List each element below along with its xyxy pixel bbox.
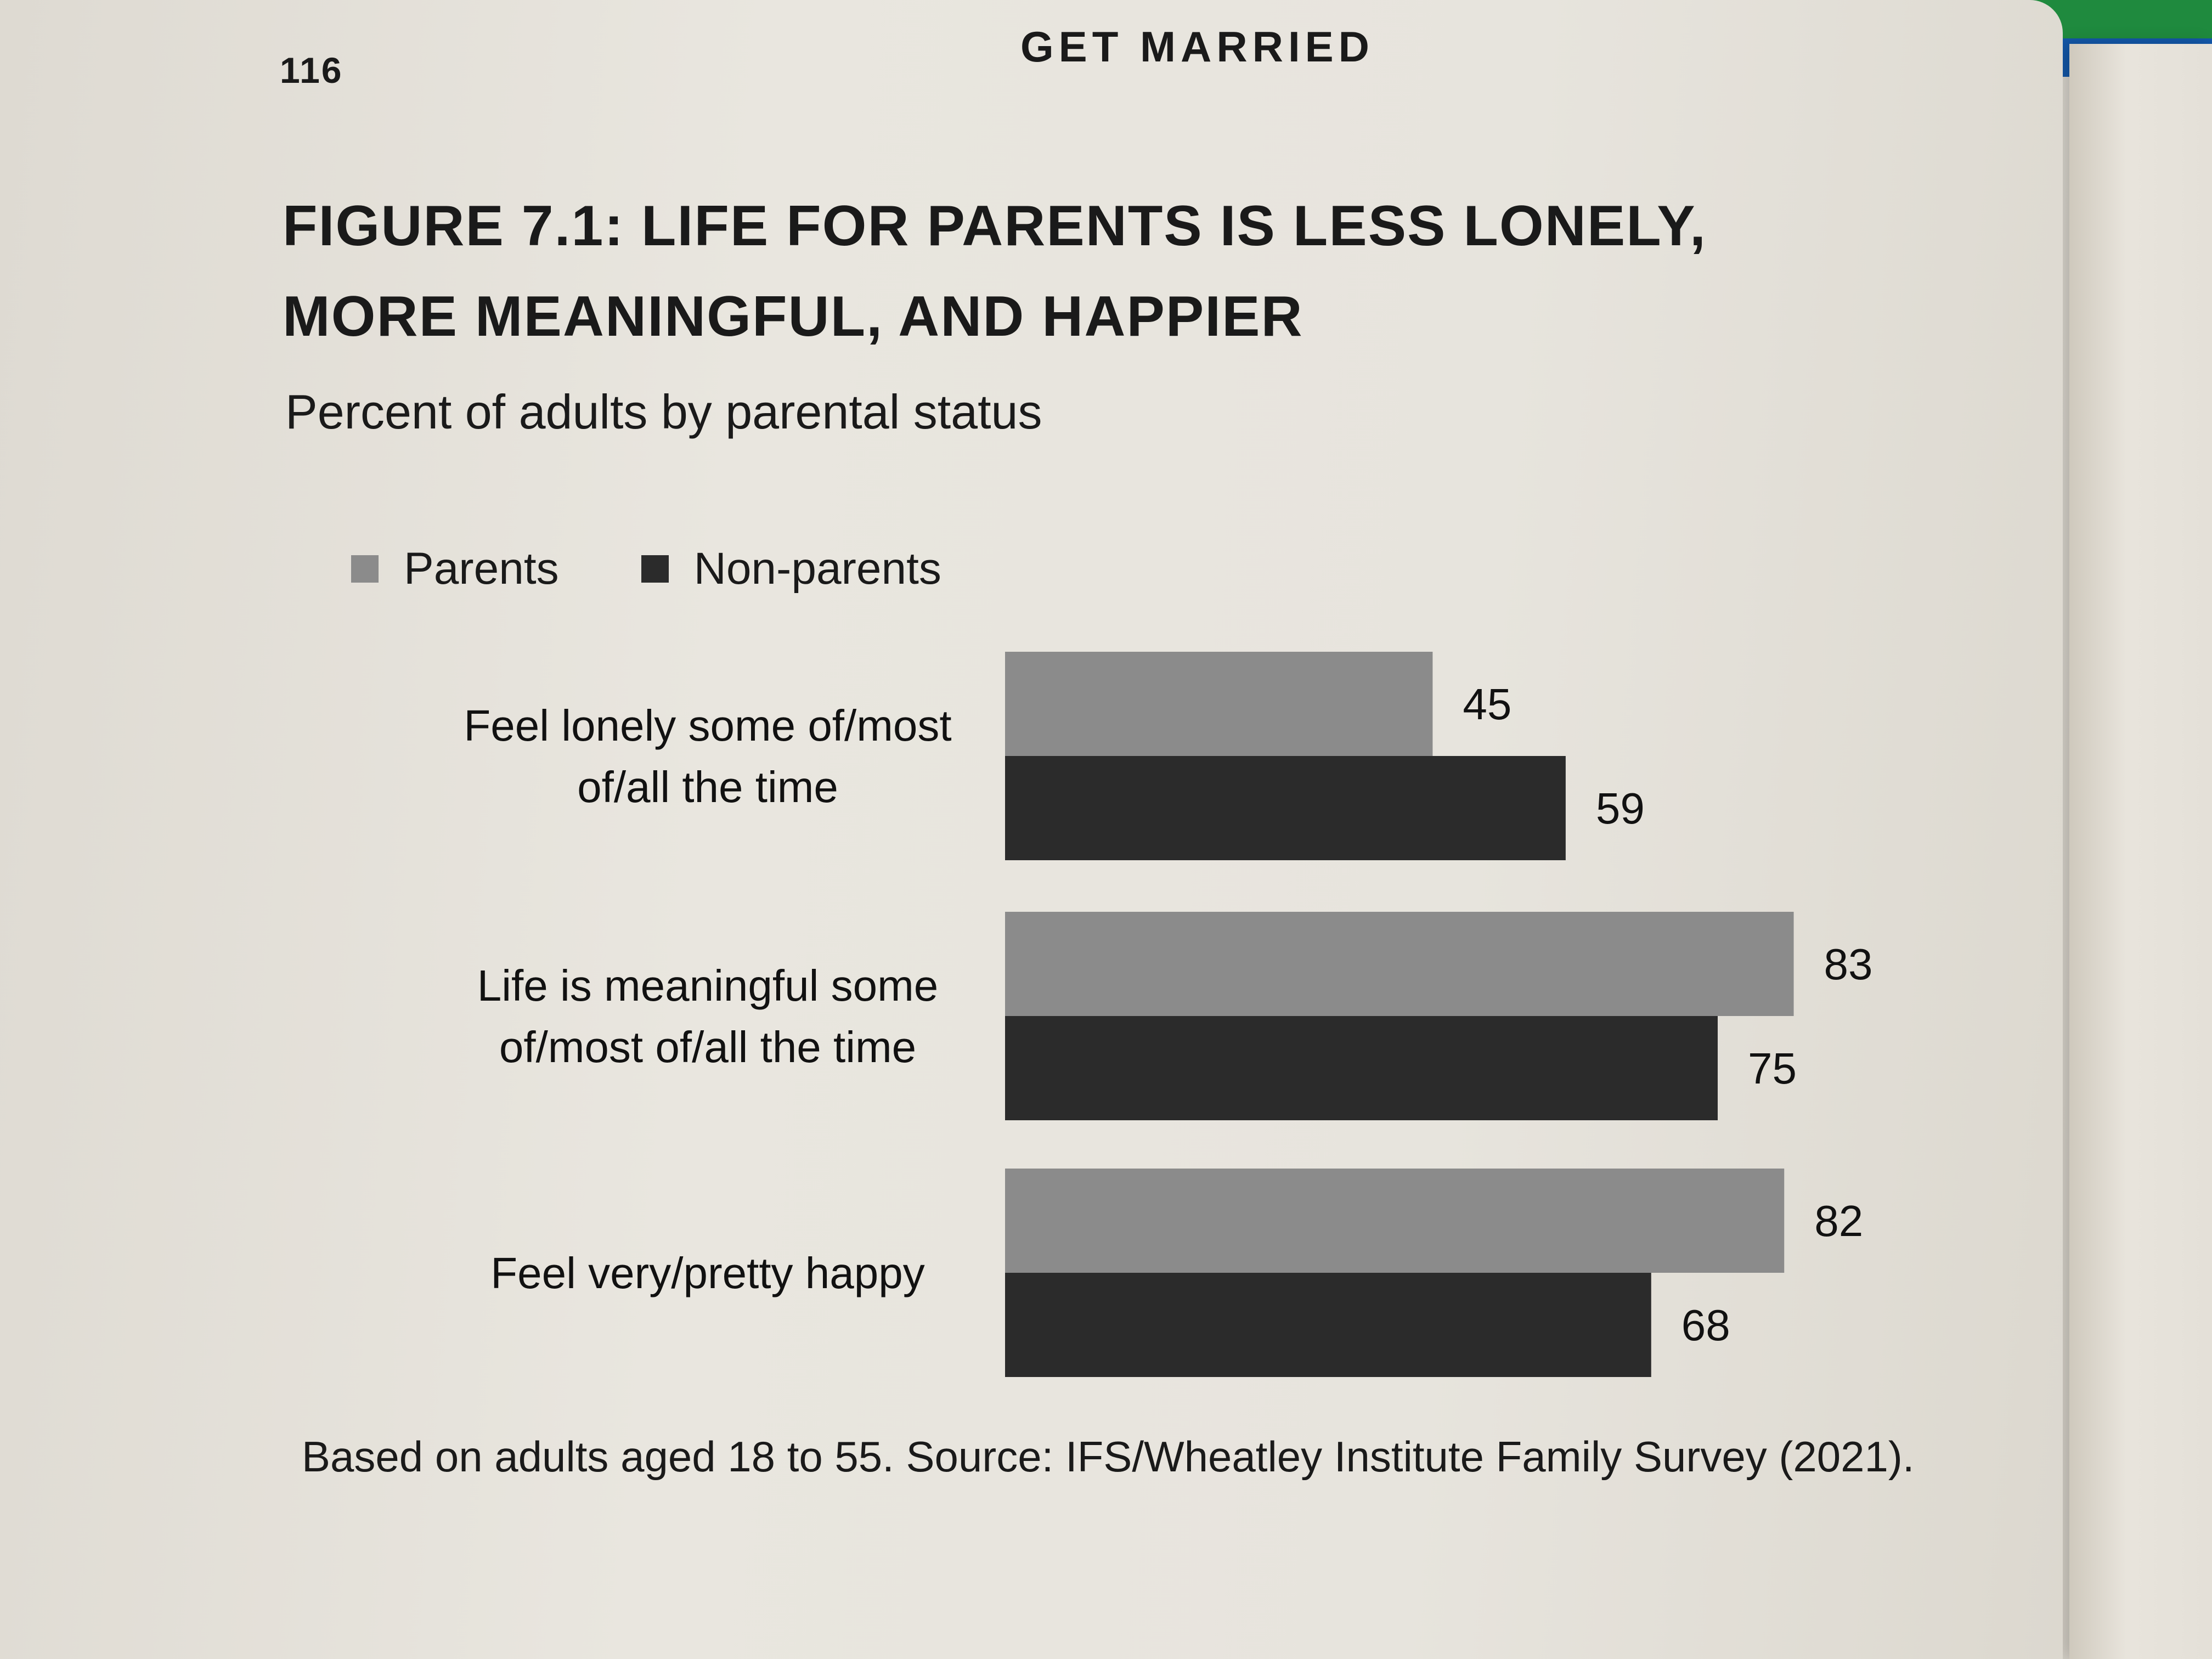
category-label-line: of/all the time	[577, 763, 838, 811]
figure-title: FIGURE 7.1: LIFE FOR PARENTS IS LESS LON…	[283, 181, 1709, 362]
bar-parents-3	[1005, 1169, 1785, 1273]
legend-item-non-parents: Non-parents	[641, 543, 941, 595]
running-head: GET MARRIED	[1020, 22, 1374, 71]
category-label-1: Feel lonely some of/most of/all the time	[464, 701, 951, 811]
value-label-non-parents-2: 75	[1748, 1044, 1797, 1093]
bar-non-parents-2	[1005, 1016, 1718, 1120]
legend-swatch-non-parents	[641, 555, 669, 583]
legend-label-non-parents: Non-parents	[693, 544, 941, 594]
value-label-non-parents-1: 59	[1596, 784, 1645, 833]
legend-label-parents: Parents	[404, 544, 559, 594]
category-label-line: of/most of/all the time	[499, 1023, 916, 1071]
bar-parents-2	[1005, 912, 1794, 1016]
value-label-parents-3: 82	[1814, 1197, 1863, 1245]
legend-swatch-parents	[351, 555, 379, 583]
value-label-parents-2: 83	[1824, 940, 1873, 989]
source-note: Based on adults aged 18 to 55. Source: I…	[302, 1432, 1915, 1481]
category-label-line: Life is meaningful some	[477, 961, 938, 1010]
legend-item-parents: Parents	[351, 543, 559, 595]
page-number: 116	[280, 50, 343, 91]
book-page: ​ 116 GET MARRIED FIGURE 7.1: LIFE FOR P…	[0, 0, 2063, 1659]
adjacent-page-edge	[2069, 44, 2212, 1659]
bar-non-parents-1	[1005, 756, 1566, 860]
figure-title-line-2: MORE MEANINGFUL, AND HAPPIER	[283, 285, 1304, 348]
figure-subtitle: Percent of adults by parental status	[285, 385, 1042, 439]
category-label-3: Feel very/pretty happy	[490, 1249, 924, 1297]
figure-title-line-1: FIGURE 7.1: LIFE FOR PARENTS IS LESS LON…	[283, 194, 1707, 258]
value-label-parents-1: 45	[1463, 680, 1511, 729]
category-label-line: Feel lonely some of/most	[464, 701, 951, 750]
bar-parents-1	[1005, 652, 1433, 756]
value-label-non-parents-3: 68	[1681, 1301, 1730, 1350]
bar-non-parents-3	[1005, 1273, 1651, 1377]
category-label-line: Feel very/pretty happy	[490, 1249, 924, 1297]
category-label-2: Life is meaningful some of/most of/all th…	[477, 961, 938, 1071]
chart-legend: Parents Non-parents	[351, 543, 1024, 595]
